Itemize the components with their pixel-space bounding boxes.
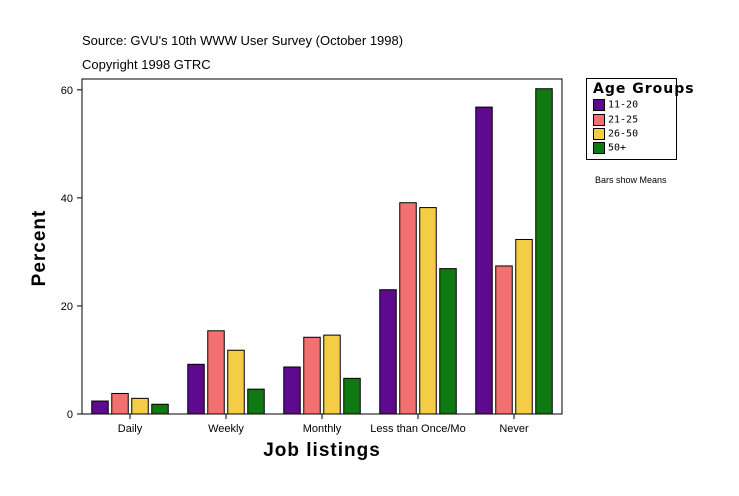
legend-item-21-25: 21-25	[593, 114, 638, 126]
bar-21-25-Never	[495, 265, 513, 415]
x-tick-label: Never	[499, 423, 529, 435]
bar-11-20-Less than Once/Mo	[379, 289, 397, 415]
legend-label: 50+	[608, 142, 627, 154]
x-tick-label: Daily	[118, 423, 143, 435]
bars-show-means-note: Bars show Means	[595, 175, 667, 185]
bar-21-25-Daily	[111, 392, 129, 415]
bar-21-25-Monthly	[303, 336, 321, 415]
legend-label: 21-25	[608, 114, 639, 126]
bar-26-50-Never	[515, 238, 533, 415]
bar-50+-Never	[535, 88, 553, 415]
legend-swatch	[593, 99, 605, 111]
bar-50+-Less than Once/Mo	[439, 268, 457, 415]
legend-swatch	[593, 114, 605, 126]
bar-11-20-Weekly	[187, 363, 205, 415]
legend-label: 11-20	[608, 99, 639, 111]
bar-50+-Daily	[151, 403, 169, 415]
legend-item-50-plus: 50+	[593, 142, 626, 154]
x-tick-label: Weekly	[208, 423, 244, 435]
bar-26-50-Monthly	[323, 334, 341, 415]
legend-swatch	[593, 142, 605, 154]
legend-title: Age Groups	[593, 81, 695, 97]
bar-11-20-Never	[475, 106, 493, 415]
chart-copyright-text: Copyright 1998 GTRC	[82, 57, 211, 72]
y-tick-label: 0	[67, 409, 73, 421]
y-tick-label: 40	[61, 193, 73, 205]
bar-26-50-Less than Once/Mo	[419, 207, 437, 415]
y-tick-label: 20	[61, 301, 73, 313]
bar-11-20-Daily	[91, 400, 109, 415]
bar-11-20-Monthly	[283, 366, 301, 415]
legend-swatch	[593, 128, 605, 140]
chart-source-text: Source: GVU's 10th WWW User Survey (Octo…	[82, 33, 404, 48]
x-tick-label: Monthly	[303, 423, 342, 435]
y-axis-label: Percent	[29, 209, 50, 287]
legend-label: 26-50	[608, 128, 639, 140]
legend: Age Groups 11-20 21-25 26-50 50+	[586, 78, 694, 160]
bar-50+-Weekly	[247, 388, 265, 415]
bar-26-50-Weekly	[227, 349, 245, 415]
bar-21-25-Less than Once/Mo	[399, 202, 417, 415]
x-axis-label: Job listings	[263, 440, 381, 461]
bar-50+-Monthly	[343, 377, 361, 415]
y-tick-label: 60	[61, 85, 73, 97]
legend-item-26-50: 26-50	[593, 128, 638, 140]
bar-21-25-Weekly	[207, 330, 225, 415]
x-tick-label: Less than Once/Mo	[370, 423, 465, 435]
legend-item-11-20: 11-20	[593, 99, 638, 111]
bar-26-50-Daily	[131, 397, 149, 415]
